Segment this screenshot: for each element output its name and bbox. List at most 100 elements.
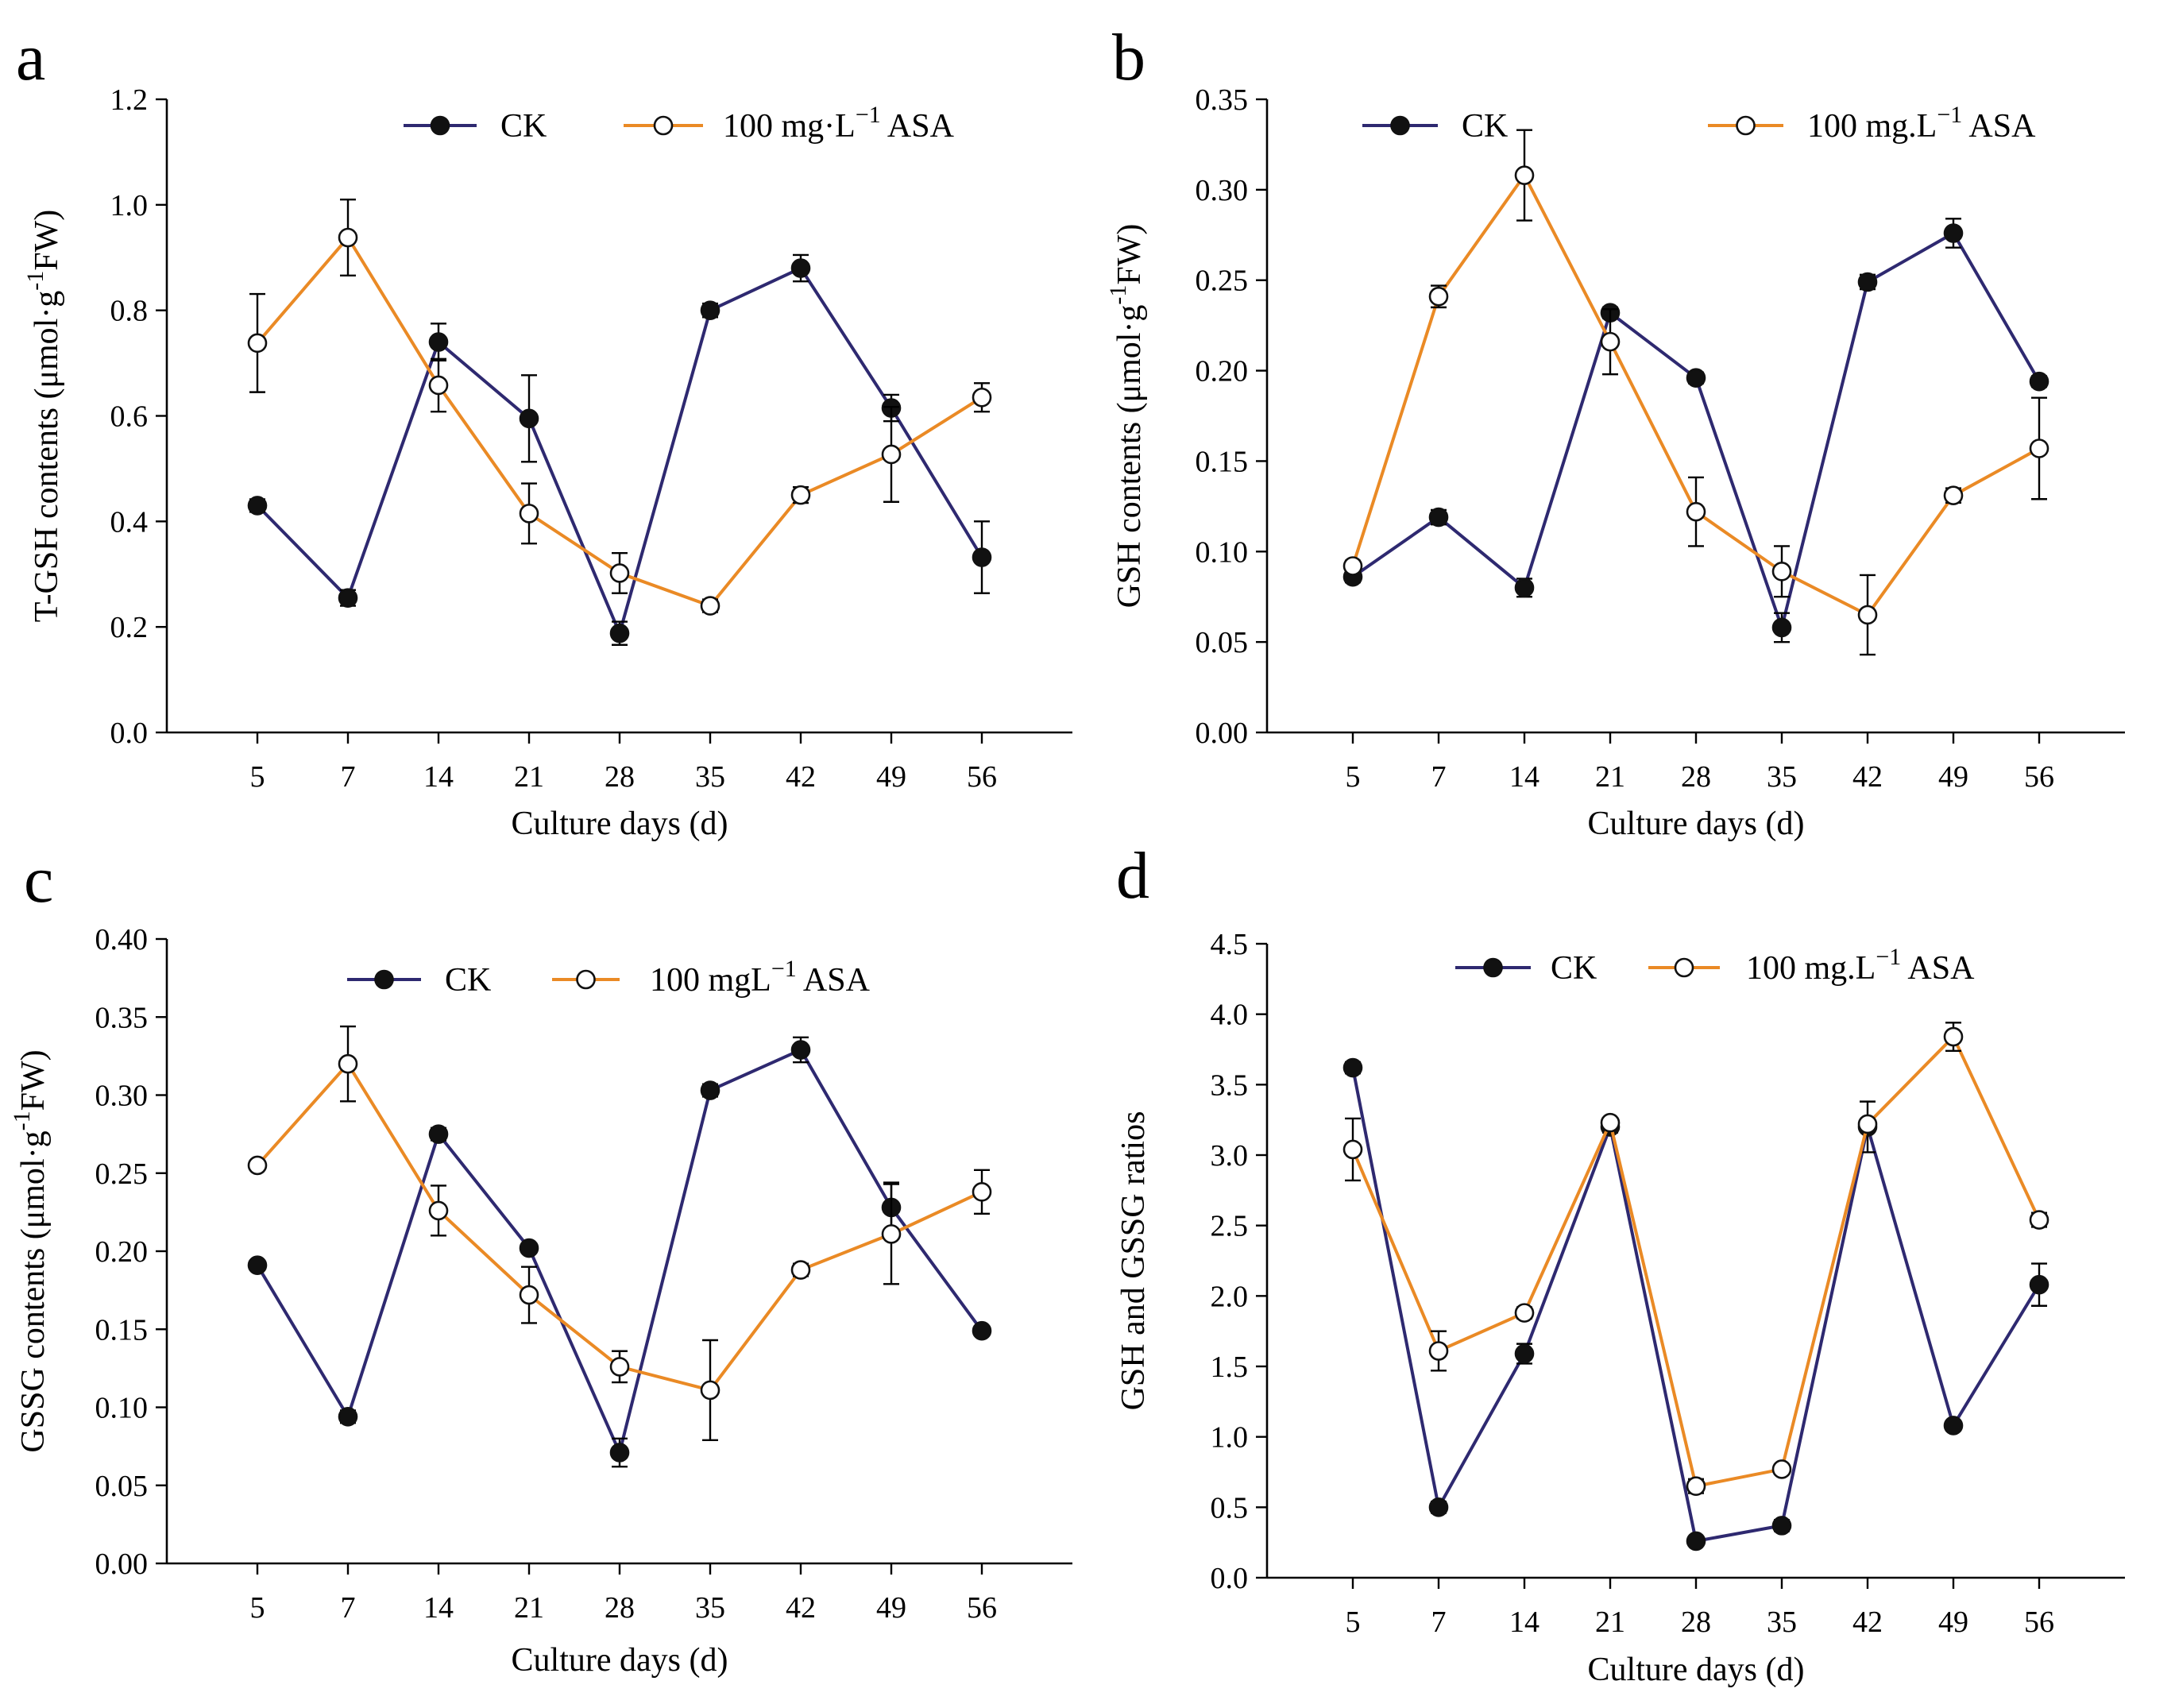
x-tick-label: 49 xyxy=(876,760,906,794)
y-tick-label: 0.25 xyxy=(1196,265,1249,298)
x-tick-label: 42 xyxy=(786,760,816,794)
data-point-ck xyxy=(1857,272,1878,292)
y-tick-label: 0.35 xyxy=(95,1001,149,1034)
x-tick-label: 56 xyxy=(967,1591,997,1625)
data-point-asa xyxy=(1342,1139,1363,1160)
data-point-ck xyxy=(1514,1343,1535,1364)
y-axis-title: GSH contents (μmol·g-1FW) xyxy=(1105,224,1148,609)
data-point-ck xyxy=(1686,368,1706,388)
x-tick-label: 56 xyxy=(2024,1606,2054,1639)
series-ck xyxy=(247,1036,992,1468)
data-point-asa xyxy=(1686,501,1706,522)
data-point-ck xyxy=(247,1255,268,1275)
series-asa xyxy=(247,1025,992,1441)
series-line-ck xyxy=(256,1047,983,1458)
y-tick-label: 0.0 xyxy=(110,717,149,750)
panel-b: b 0.00 0.05 0.10 0.15 0.20 0.25 0.30 0.35 5 7 14 21 2… xyxy=(1105,21,2125,842)
data-point-asa xyxy=(609,563,630,583)
series-ck xyxy=(1342,1057,2049,1551)
x-tick-label: 28 xyxy=(1681,760,1711,794)
data-point-asa xyxy=(428,375,449,396)
data-point-ck xyxy=(700,300,720,320)
legend-label-asa: 100 mg·L−1 ASA xyxy=(723,102,955,145)
y-tick-label: 3.5 xyxy=(1211,1068,1249,1102)
data-point-asa xyxy=(519,504,539,524)
y-tick-label: 0.25 xyxy=(95,1157,149,1191)
y-axis-title: T-GSH contents (μmol·g-1FW) xyxy=(22,210,65,623)
data-point-asa xyxy=(2029,1210,2049,1230)
data-point-ck xyxy=(1514,578,1535,598)
legend: CK 100 mg.L−1 ASA xyxy=(1455,944,1975,987)
x-tick-label: 21 xyxy=(1595,760,1625,794)
data-point-ck xyxy=(519,408,539,429)
x-axis-title: Culture days (d) xyxy=(1588,1652,1805,1688)
data-point-asa xyxy=(700,1380,720,1401)
data-point-asa xyxy=(1600,331,1621,352)
data-point-asa xyxy=(1514,1303,1535,1323)
y-tick-label: 0.8 xyxy=(110,295,149,328)
y-tick-label: 1.0 xyxy=(1211,1421,1249,1455)
data-point-ck xyxy=(2029,1274,2049,1295)
series-line-asa xyxy=(256,1061,983,1393)
legend-label-ck: CK xyxy=(1462,108,1508,145)
y-tick-label: 0.5 xyxy=(1211,1491,1249,1524)
legend-marker-asa xyxy=(576,969,596,990)
series-asa xyxy=(247,198,992,616)
data-point-asa xyxy=(338,227,358,248)
x-tick-label: 49 xyxy=(1938,760,1968,794)
data-point-asa xyxy=(881,1224,902,1244)
data-point-asa xyxy=(1943,1026,1964,1047)
x-tick-label: 21 xyxy=(1595,1606,1625,1639)
legend: CK 100 mgL−1 ASA xyxy=(347,956,871,999)
data-point-asa xyxy=(428,1200,449,1221)
y-tick-label: 0.30 xyxy=(95,1080,149,1113)
x-tick-label: 7 xyxy=(341,1591,356,1625)
y-tick-label: 0.2 xyxy=(110,611,149,644)
y-tick-label: 2.0 xyxy=(1211,1280,1249,1313)
data-point-asa xyxy=(1771,1459,1792,1479)
x-tick-label: 56 xyxy=(2024,760,2054,794)
x-tick-label: 21 xyxy=(514,760,544,794)
data-point-ck xyxy=(790,1040,811,1060)
data-point-ck xyxy=(1771,1516,1792,1536)
panel-letter: b xyxy=(1112,21,1145,95)
legend-marker-ck xyxy=(1390,115,1410,136)
data-point-asa xyxy=(790,485,811,505)
y-tick-label: 2.5 xyxy=(1211,1210,1249,1243)
x-tick-label: 28 xyxy=(1681,1606,1711,1639)
x-axis-title: Culture days (d) xyxy=(1588,806,1805,842)
x-tick-label: 14 xyxy=(423,1591,454,1625)
panel-letter: c xyxy=(24,843,53,917)
y-tick-label: 4.0 xyxy=(1211,999,1249,1032)
legend-marker-ck xyxy=(430,115,450,136)
x-tick-label: 35 xyxy=(695,760,725,794)
x-tick-label: 42 xyxy=(1852,760,1883,794)
data-point-asa xyxy=(700,596,720,616)
panel-letter: a xyxy=(16,21,45,95)
y-tick-label: 0.40 xyxy=(95,923,149,956)
legend: CK 100 mg.L−1 ASA xyxy=(1362,102,2036,145)
x-tick-label: 5 xyxy=(250,1591,265,1625)
y-tick-label: 0.20 xyxy=(95,1235,149,1269)
data-point-ck xyxy=(972,1320,992,1341)
y-tick-label: 0.05 xyxy=(1196,626,1249,659)
legend-marker-ck xyxy=(374,969,394,990)
data-point-asa xyxy=(2029,439,2049,458)
x-tick-label: 28 xyxy=(605,760,635,794)
data-point-asa xyxy=(972,387,992,408)
data-point-ck xyxy=(247,496,268,516)
y-tick-label: 3.0 xyxy=(1211,1139,1249,1173)
y-axis-title: GSSG contents (μmol·g-1FW) xyxy=(9,1049,52,1452)
x-tick-label: 35 xyxy=(1767,760,1797,794)
data-point-ck xyxy=(338,588,358,608)
y-tick-label: 0.00 xyxy=(1196,717,1249,750)
y-tick-label: 0.6 xyxy=(110,400,149,434)
panel-d: d 0.0 0.5 1.0 1.5 2.0 2.5 3.0 3.5 4.0 4.5 5 7 14 21 28 3… xyxy=(1115,839,2125,1688)
data-point-asa xyxy=(1857,1114,1878,1134)
x-tick-label: 14 xyxy=(1509,1606,1539,1639)
data-point-asa xyxy=(1428,1341,1449,1361)
x-tick-label: 42 xyxy=(786,1591,816,1625)
data-point-asa xyxy=(1428,286,1449,307)
legend-label-ck: CK xyxy=(445,962,491,999)
